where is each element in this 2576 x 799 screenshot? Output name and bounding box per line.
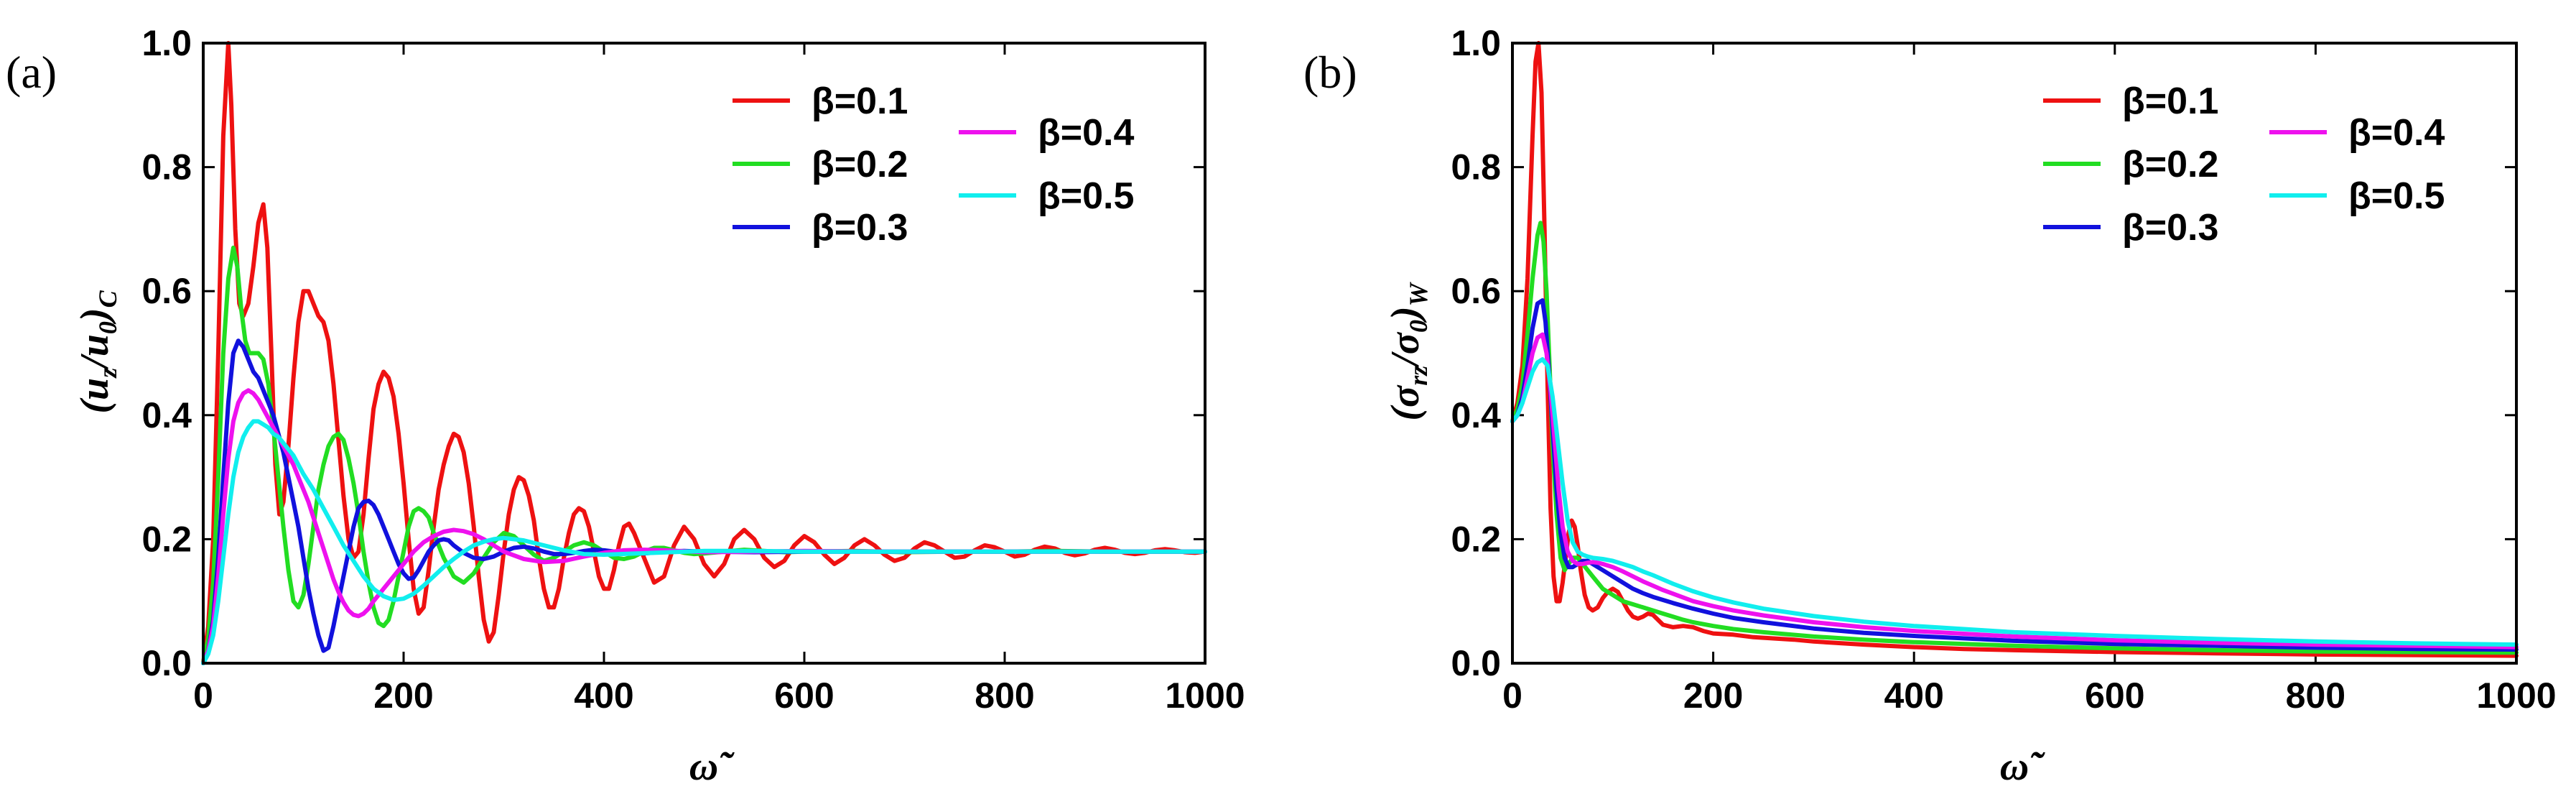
panel-b-y-tick-labels: 0.0 0.2 0.4 0.6 0.8 1.0 (1451, 23, 1501, 683)
panel-b-series-line-1 (1510, 221, 2519, 655)
panel-a-y-tick-5: 1.0 (141, 23, 192, 63)
panel-b-series-line-0 (1510, 41, 2519, 658)
panel-b-ylabel-sub1: rz (1404, 366, 1433, 386)
panel-b-x-tick-labels: 0 200 400 600 800 1000 (1502, 675, 2557, 716)
panel-a-ylabel-sub2: 0 (93, 321, 122, 334)
panel-a-x-axis-label: ω̃ (689, 744, 735, 789)
panel-b-ylabel-close: ) (1383, 306, 1428, 323)
panel-a-plot-frame (202, 42, 1206, 665)
panel-b-y-tick-1: 0.2 (1451, 519, 1501, 559)
panel-a-y-tick-3: 0.6 (141, 271, 192, 311)
panel-a-series-line-4 (201, 419, 1207, 665)
panel-a-y-tick-labels: 0.0 0.2 0.4 0.6 0.8 1.0 (141, 23, 192, 683)
panel-b-y-tick-4: 0.8 (1451, 147, 1501, 188)
panel-b-x-tick-5: 1000 (2476, 675, 2556, 716)
panel-b: (b) 0.0 0.2 0.4 0.6 0.8 1.0 0 200 400 600 800 1000… (1303, 23, 2557, 789)
panel-b-tag: (b) (1303, 47, 1357, 98)
panel-a-series (201, 41, 1207, 665)
panel-a-y-tick-0: 0.0 (141, 643, 192, 683)
panel-b-legend: β=0.1 β=0.2 β=0.3 β=0.4 β=0.5 (2043, 80, 2445, 249)
panel-a-x-tick-3: 600 (774, 675, 834, 716)
panel-a-ylabel-open: (u (73, 378, 117, 414)
legend-b-label-1: β=0.2 (2122, 144, 2218, 185)
panel-a-y-tick-1: 0.2 (141, 519, 192, 559)
panel-a: (a) 0.0 0.2 0.4 0.6 0.8 1.0 0 200 400 600 800 1000… (6, 23, 1245, 789)
panel-b-y-tick-0: 0.0 (1451, 643, 1501, 683)
panel-b-series-line-3 (1510, 332, 2519, 650)
legend-a-label-4: β=0.5 (1038, 175, 1134, 217)
panel-a-x-tick-2: 400 (574, 675, 633, 716)
panel-a-x-tick-0: 0 (193, 675, 213, 716)
panel-b-plot-frame (1511, 42, 2518, 665)
panel-a-y-tick-2: 0.4 (141, 395, 192, 435)
panel-a-series-line-0 (201, 41, 1207, 665)
panel-a-y-axis-label: (uz/u0)C (73, 290, 122, 413)
legend-a-label-1: β=0.2 (812, 144, 908, 185)
panel-b-x-axis-label: ω̃ (2000, 744, 2045, 789)
panel-b-x-tick-4: 800 (2286, 675, 2345, 716)
panel-b-ylabel-sub3: W (1404, 281, 1433, 306)
panel-b-x-tick-1: 200 (1683, 675, 1743, 716)
legend-b-label-2: β=0.3 (2122, 207, 2218, 249)
panel-a-ylabel-sub3: C (93, 290, 122, 308)
panel-a-ylabel-sub1: z (93, 368, 122, 379)
panel-b-ylabel-sub2: 0 (1404, 320, 1433, 333)
panel-b-ylabel-open: (σ (1383, 384, 1428, 421)
panel-b-y-axis-label: (σrz/σ0)W (1383, 281, 1433, 420)
panel-a-x-tick-1: 200 (373, 675, 433, 716)
panel-a-x-tick-5: 1000 (1165, 675, 1245, 716)
legend-b-label-4: β=0.5 (2348, 175, 2445, 217)
panel-a-ylabel-mid: /u (73, 334, 117, 371)
panel-b-y-tick-3: 0.6 (1451, 271, 1501, 311)
panel-a-series-line-2 (201, 338, 1207, 665)
legend-a-label-0: β=0.1 (812, 80, 908, 122)
panel-b-series (1510, 41, 2519, 658)
panel-a-x-tick-labels: 0 200 400 600 800 1000 (193, 675, 1245, 716)
panel-b-x-tick-3: 600 (2085, 675, 2144, 716)
panel-a-ylabel-close: ) (73, 308, 117, 325)
panel-b-x-tick-0: 0 (1502, 675, 1522, 716)
panel-b-y-tick-5: 1.0 (1451, 23, 1501, 63)
panel-b-series-line-2 (1510, 298, 2519, 652)
panel-b-ylabel-mid: /σ (1383, 331, 1428, 369)
panel-a-legend: β=0.1 β=0.2 β=0.3 β=0.4 β=0.5 (733, 80, 1134, 249)
panel-a-tag: (a) (6, 47, 57, 98)
panel-b-x-tick-2: 400 (1884, 675, 1943, 716)
panel-a-y-tick-4: 0.8 (141, 147, 192, 188)
panel-a-series-line-1 (201, 245, 1207, 665)
panel-b-y-tick-2: 0.4 (1451, 395, 1501, 435)
legend-a-label-2: β=0.3 (812, 207, 908, 249)
legend-b-label-3: β=0.4 (2348, 112, 2445, 154)
legend-a-label-3: β=0.4 (1038, 112, 1134, 154)
legend-b-label-0: β=0.1 (2122, 80, 2218, 122)
panel-b-series-line-4 (1510, 357, 2519, 647)
panel-a-x-tick-4: 800 (975, 675, 1034, 716)
